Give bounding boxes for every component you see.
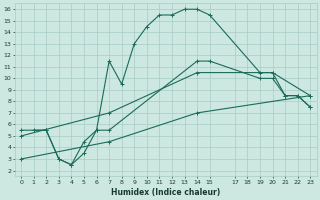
X-axis label: Humidex (Indice chaleur): Humidex (Indice chaleur) — [111, 188, 220, 197]
